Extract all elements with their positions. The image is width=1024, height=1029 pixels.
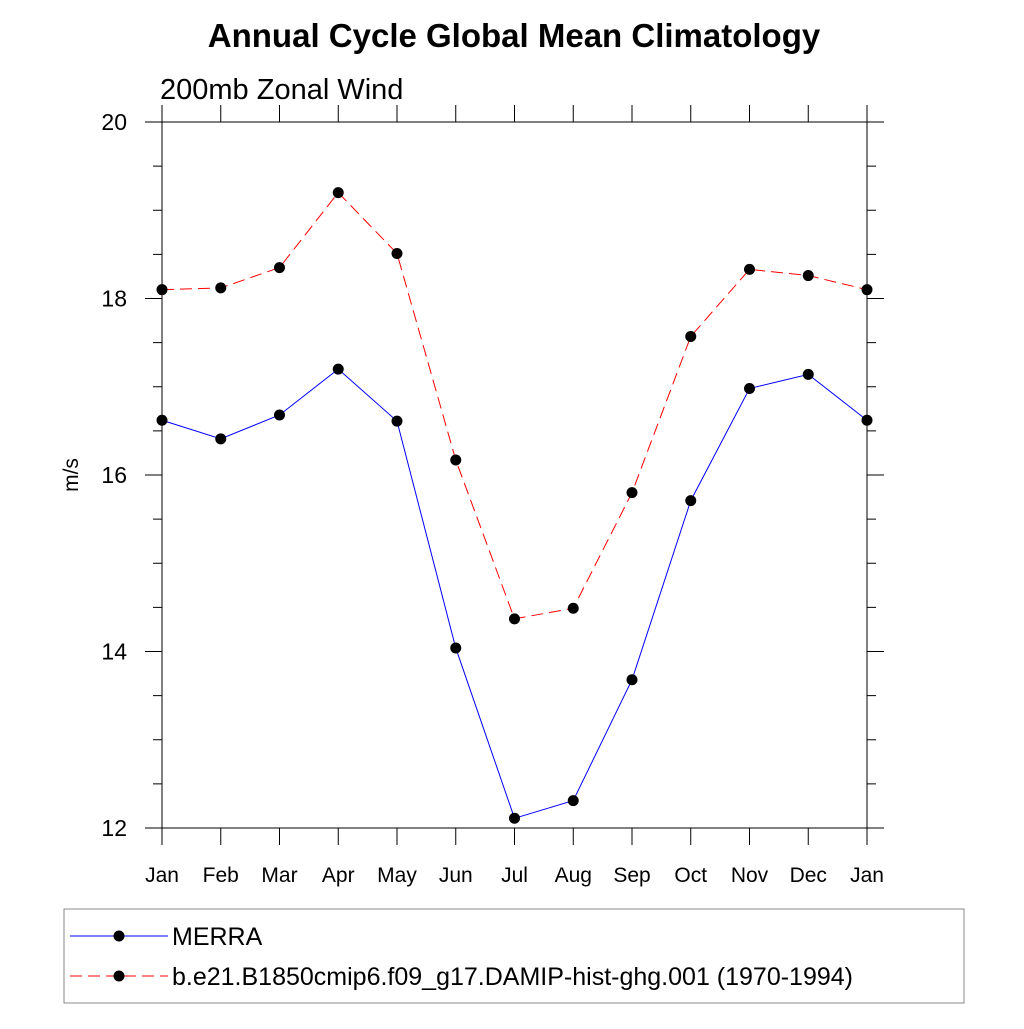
data-point <box>450 642 462 654</box>
y-axis: 12 14 16 18 20 <box>101 109 884 841</box>
data-point <box>626 487 638 499</box>
data-point <box>156 414 168 426</box>
data-point <box>802 368 814 380</box>
data-point <box>567 602 579 614</box>
data-point <box>509 613 520 625</box>
x-tick-label: Oct <box>674 864 707 887</box>
x-tick-label: Jan <box>145 864 179 887</box>
y-tick-label: 14 <box>101 639 127 665</box>
series-group <box>156 187 873 824</box>
data-point <box>274 262 285 274</box>
x-tick-label: Dec <box>790 864 827 887</box>
x-tick-label: Feb <box>203 864 239 887</box>
y-axis-label: m/s <box>60 458 83 492</box>
x-axis: Jan Feb Mar Apr May Jun Jul Aug Sep Oct Nov Dec Jan <box>145 105 884 887</box>
data-point <box>744 383 755 395</box>
y-tick-label: 12 <box>101 815 127 841</box>
x-tick-label: May <box>377 864 417 887</box>
legend-marker-1 <box>113 970 125 982</box>
x-tick-label: Jun <box>439 864 473 887</box>
x-tick-label: Jan <box>850 864 884 887</box>
series-1 <box>156 187 873 625</box>
legend: MERRA b.e21.B1850cmip6.f09_g17.DAMIP-hist… <box>70 923 853 991</box>
legend-box <box>63 908 965 1004</box>
y-tick-label: 16 <box>101 462 127 488</box>
legend-label-1: b.e21.B1850cmip6.f09_g17.DAMIP-hist-ghg.… <box>172 963 853 991</box>
series-line <box>161 191 868 620</box>
legend-label-0: MERRA <box>172 923 263 951</box>
x-tick-label: Sep <box>613 864 650 887</box>
data-point <box>215 433 227 445</box>
data-point <box>685 330 697 342</box>
chart-title: Annual Cycle Global Mean Climatology <box>208 17 821 54</box>
data-point <box>685 495 697 507</box>
data-point <box>509 812 520 824</box>
y-tick-label: 20 <box>101 109 127 135</box>
series-0 <box>156 363 873 824</box>
x-tick-label: Aug <box>555 864 592 887</box>
x-tick-label: Nov <box>731 864 769 887</box>
x-tick-label: Jul <box>501 864 528 887</box>
chart-subtitle: 200mb Zonal Wind <box>160 74 403 106</box>
y-tick-label: 18 <box>101 286 127 312</box>
data-point <box>156 284 168 296</box>
x-tick-label: Apr <box>322 864 355 887</box>
legend-marker-0 <box>113 930 125 942</box>
data-point <box>567 795 579 807</box>
data-point <box>802 270 814 282</box>
plot-frame <box>161 121 868 829</box>
data-point <box>215 282 227 294</box>
data-point <box>744 263 755 275</box>
data-point <box>861 284 873 296</box>
series-line <box>161 368 868 819</box>
data-point <box>391 247 403 259</box>
data-point <box>332 187 344 199</box>
data-point <box>861 414 873 426</box>
data-point <box>450 454 462 466</box>
data-point <box>391 415 403 427</box>
data-point <box>332 363 344 375</box>
data-point <box>274 409 285 421</box>
x-tick-label: Mar <box>261 864 297 887</box>
data-point <box>626 674 638 686</box>
